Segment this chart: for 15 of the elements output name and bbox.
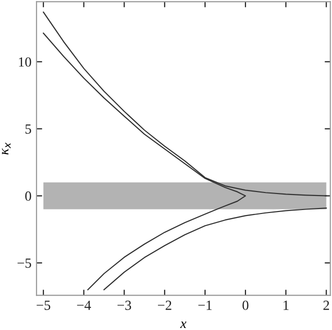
x-tick-label: 2 [323, 300, 330, 310]
y-tick-label: 0 [25, 191, 32, 201]
y-axis-title: κ$_{x}$ [2, 142, 11, 155]
y-tick-label: 10 [18, 57, 32, 67]
x-tick-label: −4 [77, 300, 91, 310]
x-tick-label: 0 [242, 300, 248, 310]
y-tick-label: 5 [26, 124, 32, 134]
line-series [103, 207, 327, 290]
x-tick-label: −1 [198, 300, 212, 310]
x-tick-label: −5 [36, 300, 50, 310]
x-tick-label: −2 [158, 300, 172, 310]
x-axis-title: x [180, 322, 186, 328]
x-tick-label: −3 [118, 300, 132, 310]
x-tick-label: 1 [284, 300, 289, 310]
y-tick-label: −5 [18, 258, 32, 268]
